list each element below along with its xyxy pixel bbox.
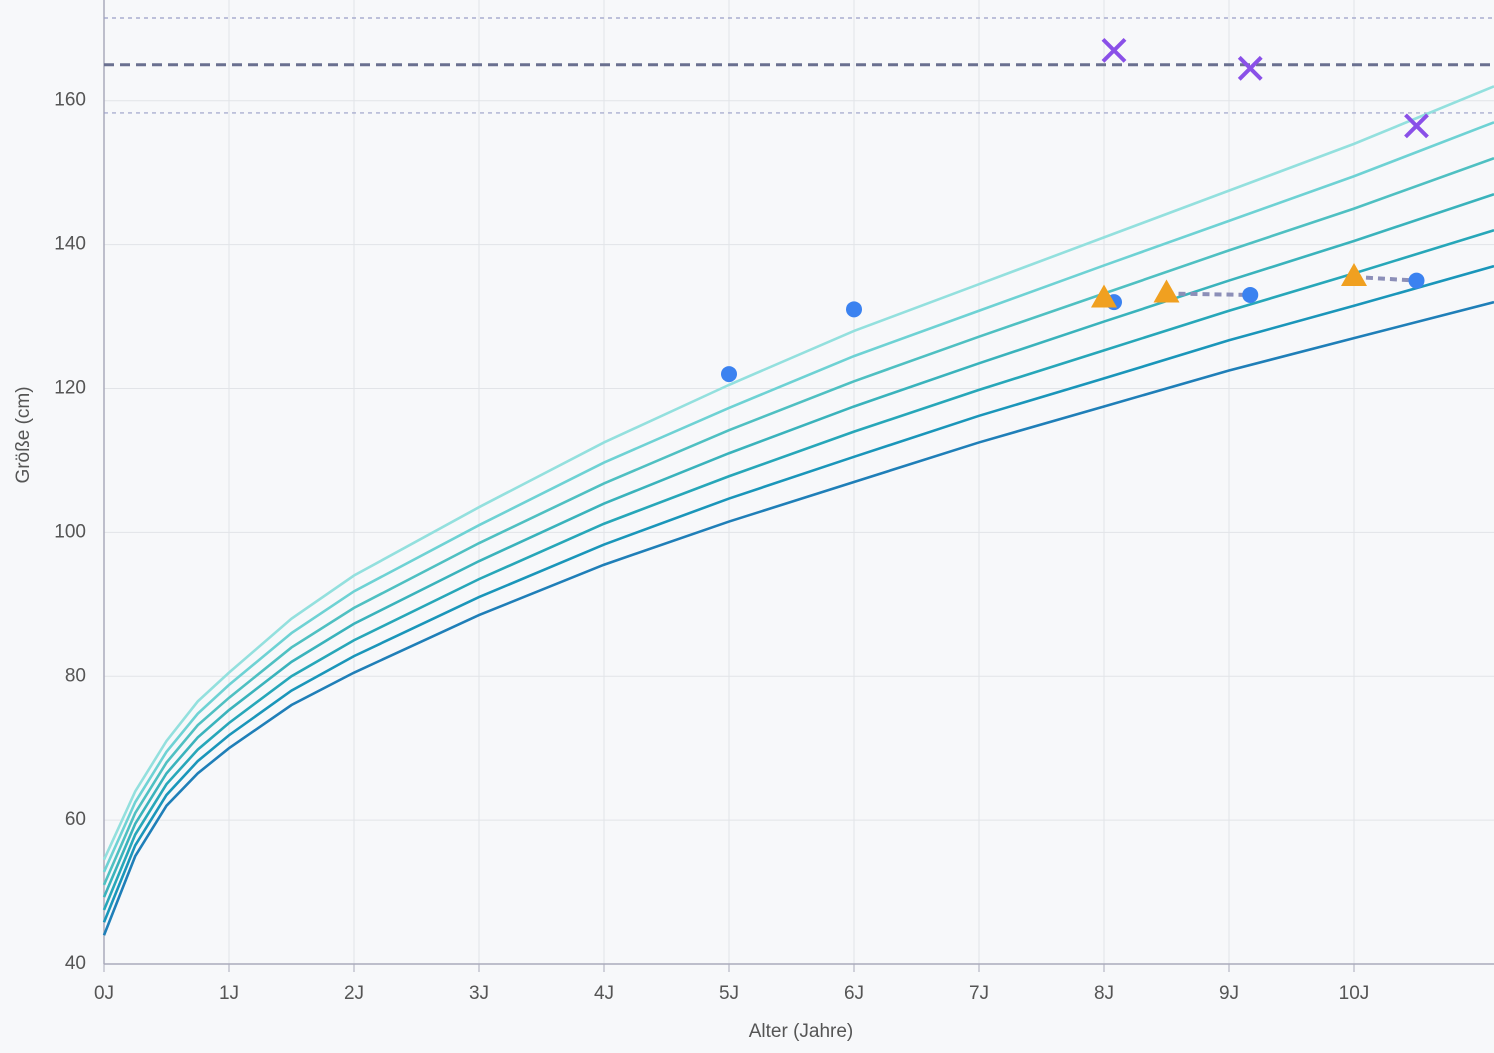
cross-point <box>1237 55 1263 81</box>
x-tick-label: 0J <box>94 983 114 1004</box>
y-tick-label: 100 <box>54 521 86 542</box>
y-tick-label: 60 <box>65 809 86 830</box>
cross-point <box>1404 113 1429 139</box>
triangle-point <box>1341 262 1367 286</box>
x-tick-label: 9J <box>1219 983 1239 1004</box>
y-tick-label: 80 <box>65 665 86 686</box>
y-tick-label: 160 <box>54 90 86 111</box>
x-tick-label: 6J <box>844 983 864 1004</box>
y-tick-label: 120 <box>54 377 86 398</box>
measurement-point <box>721 366 737 383</box>
percentile-line <box>102 264 1494 923</box>
x-tick-label: 8J <box>1094 983 1114 1004</box>
percentile-line <box>102 300 1494 936</box>
measurement-point <box>846 301 862 318</box>
x-tick-label: 4J <box>594 983 614 1004</box>
x-tick-label: 1J <box>219 983 239 1004</box>
x-tick-label: 2J <box>344 983 364 1004</box>
x-axis-title: Alter (Jahre) <box>749 1021 854 1042</box>
y-axis-title: Größe (cm) <box>13 386 34 483</box>
percentile-line <box>102 157 1494 886</box>
triangle-point <box>1153 279 1180 303</box>
x-tick-label: 5J <box>719 983 739 1004</box>
percentile-line <box>102 193 1494 898</box>
x-tick-label: 10J <box>1339 983 1370 1004</box>
percentile-line <box>102 85 1494 861</box>
cross-point <box>1101 37 1127 63</box>
x-tick-label: 3J <box>469 983 489 1004</box>
x-tick-label: 7J <box>969 983 989 1004</box>
connector <box>1166 291 1251 297</box>
measurement-point <box>1242 286 1259 303</box>
percentile-line <box>102 228 1494 911</box>
y-tick-label: 140 <box>54 234 86 255</box>
triangle-point <box>1091 284 1117 308</box>
percentile-line <box>102 121 1494 873</box>
connector <box>1353 274 1417 283</box>
y-tick-label: 40 <box>65 953 86 974</box>
measurement-point <box>1408 272 1425 289</box>
